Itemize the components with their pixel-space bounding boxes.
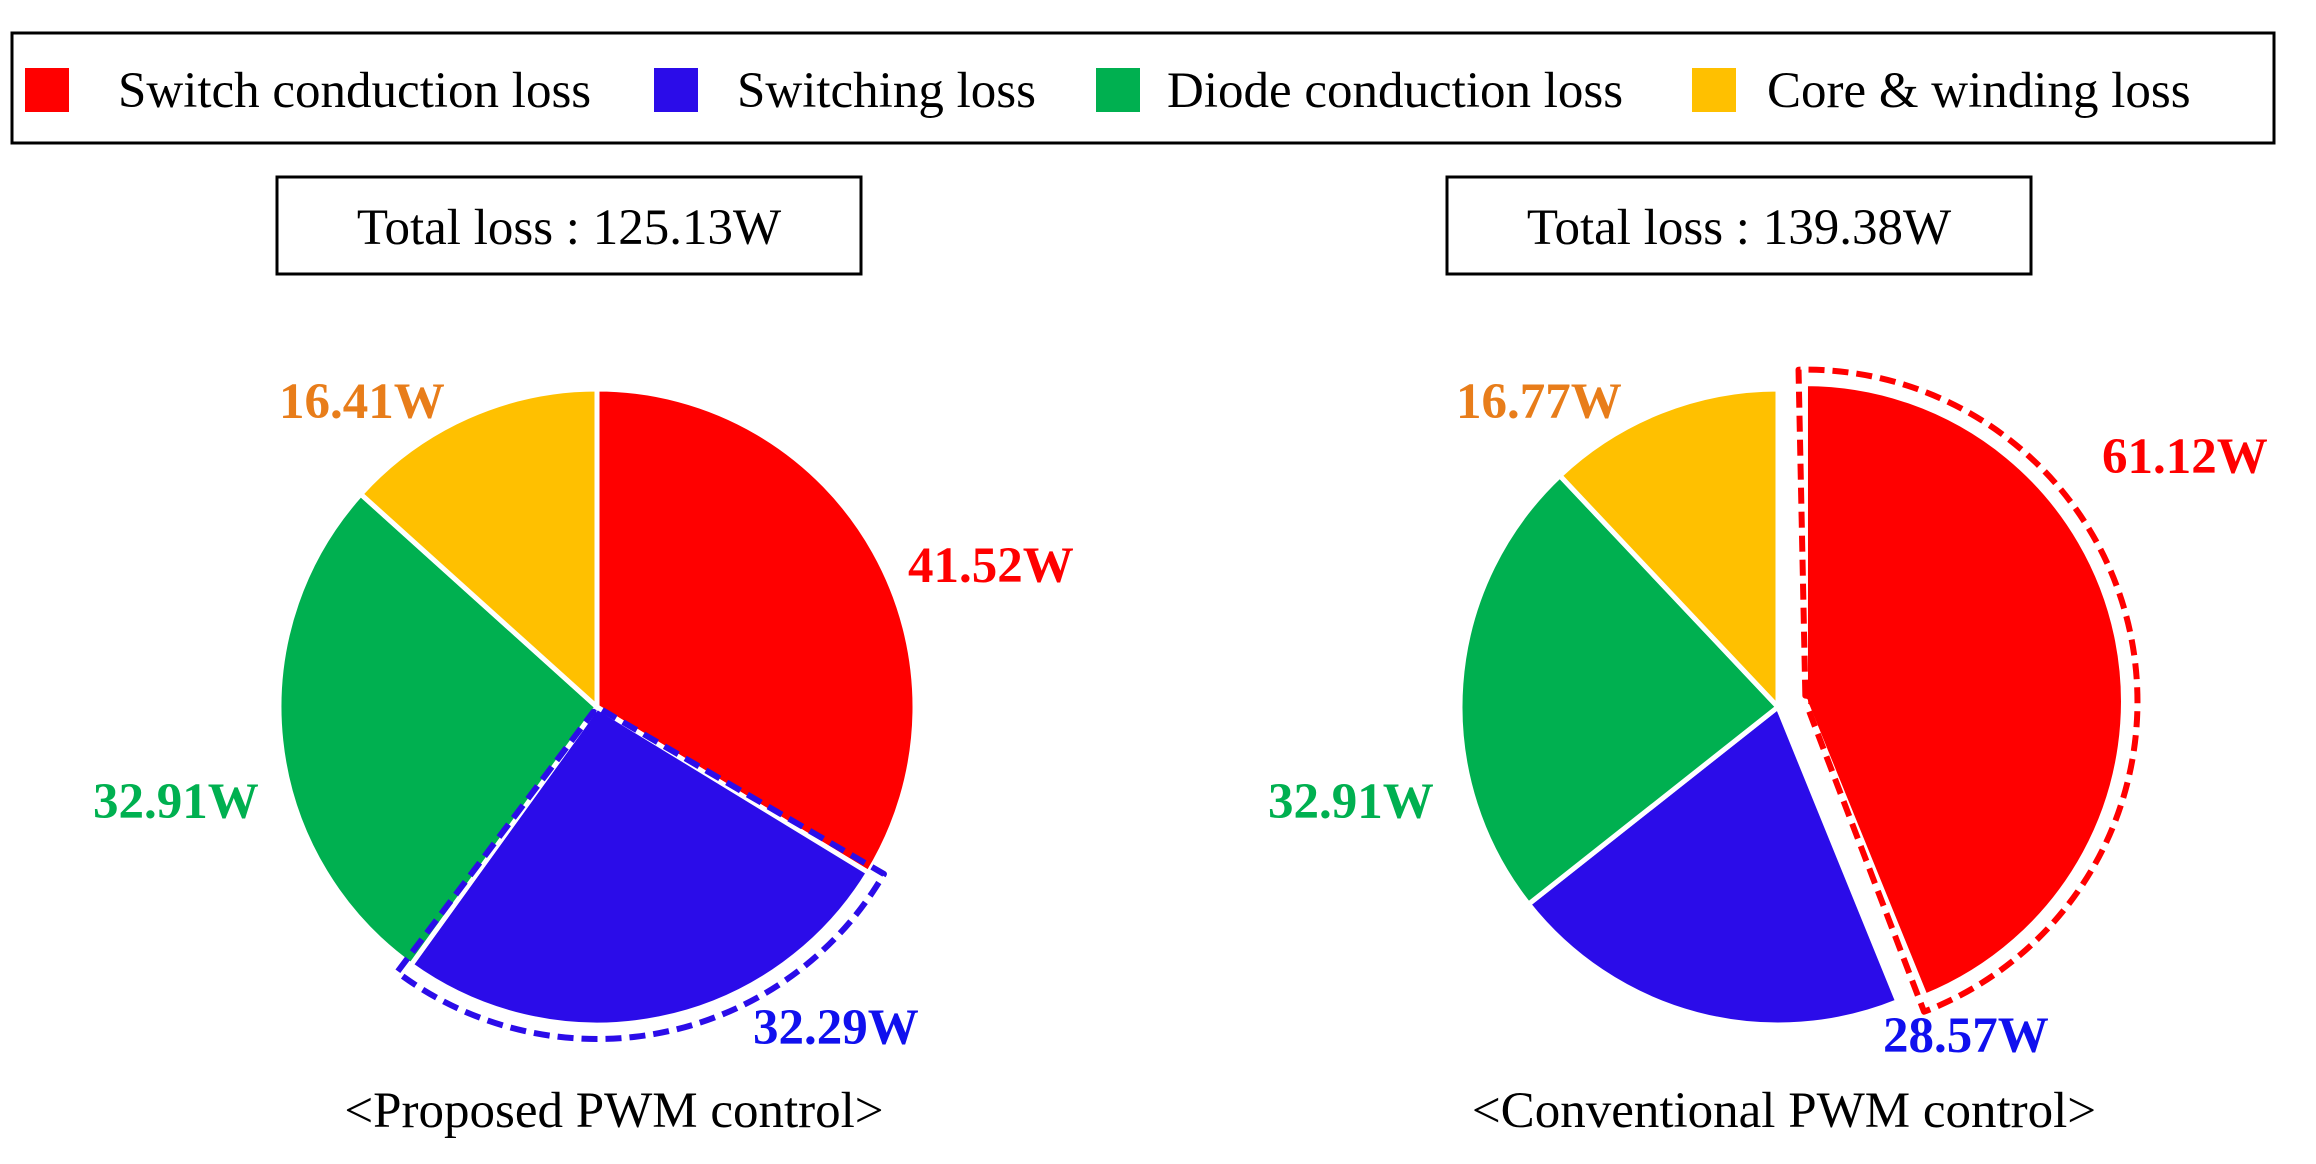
total-loss-frame-conventional [1445,175,2033,276]
legend-frame [10,31,2276,145]
pie-chart-conventional [1457,366,2141,1028]
legend-label-switching: Switching loss [737,63,1036,119]
pie-slice-switch-conduction [1802,381,2126,999]
legend-label-diode-conduction: Diode conduction loss [1167,63,1623,119]
total-loss-box-proposed: Total loss : 125.13W [275,175,863,276]
value-label-proposed-switching: 32.29W [753,1000,919,1056]
pie-slice-switching [1526,704,1901,1028]
pie-slice-core-winding [1557,386,1781,710]
highlight-outline-switching [394,707,887,1042]
value-label-proposed-diode-conduction: 32.91W [93,774,259,830]
value-label-proposed-core-winding: 16.41W [279,374,445,430]
value-label-conventional-switch-conduction: 61.12W [2102,429,2268,485]
value-label-conventional-diode-conduction: 32.91W [1268,774,1434,830]
legend-label-core-winding: Core & winding loss [1767,63,2191,119]
pie-chart-proposed [276,386,918,1042]
legend-swatch-switch-conduction [25,68,69,112]
legend-label-switch-conduction: Switch conduction loss [118,63,591,119]
caption-proposed: <Proposed PWM control> [344,1083,883,1139]
value-label-conventional-switching: 28.57W [1883,1008,2049,1064]
pie-slice-core-winding [358,386,600,710]
caption-conventional: <Conventional PWM control> [1472,1083,2096,1139]
legend-swatch-core-winding [1692,68,1736,112]
legend: Switch conduction loss Switching loss Di… [10,31,2276,145]
total-loss-text-conventional: Total loss : 139.38W [1527,200,1952,256]
value-label-proposed-switch-conduction: 41.52W [908,538,1074,594]
total-loss-box-conventional: Total loss : 139.38W [1445,175,2033,276]
legend-swatch-switching [654,68,698,112]
highlight-outline-switch-conduction [1795,366,2141,1015]
pie-slice-diode-conduction [276,491,600,968]
legend-swatch-diode-conduction [1096,68,1140,112]
total-loss-frame-proposed [275,175,863,276]
value-label-conventional-core-winding: 16.77W [1456,374,1622,430]
pie-slice-switching [408,704,871,1028]
pie-slice-diode-conduction [1457,473,1781,907]
total-loss-text-proposed: Total loss : 125.13W [357,200,782,256]
